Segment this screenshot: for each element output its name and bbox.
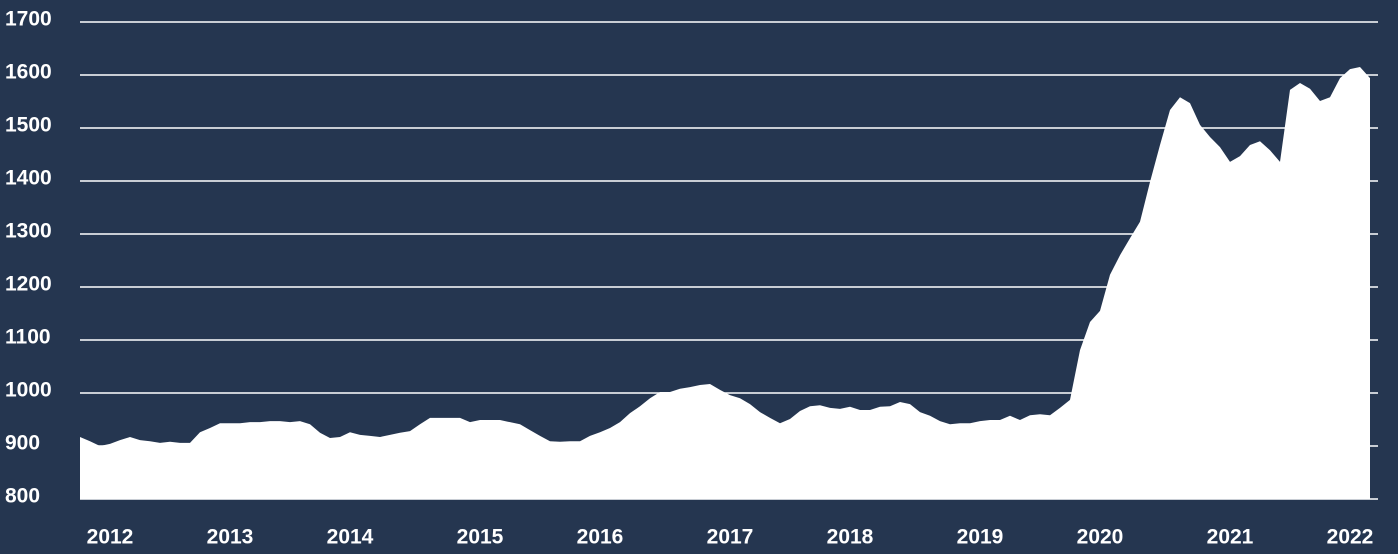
x-tick-label: 2021 [1207,526,1254,549]
x-tick-label: 2018 [827,526,874,549]
y-tick-label: 1100 [5,326,51,349]
y-tick-label: 1300 [5,220,52,243]
x-tick-label: 2014 [327,526,374,549]
y-tick-label: 1400 [5,167,52,190]
x-tick-label: 2019 [957,526,1004,549]
y-tick-label: 1000 [5,379,52,402]
x-tick-label: 2020 [1077,526,1124,549]
x-tick-label: 2012 [87,526,134,549]
y-tick-label: 1600 [5,61,52,84]
x-tick-label: 2013 [207,526,254,549]
y-tick-label: 800 [5,485,40,508]
x-tick-label: 2015 [457,526,504,549]
y-tick-label: 900 [5,432,40,455]
y-tick-label: 1700 [5,8,52,31]
y-tick-label: 1200 [5,273,52,296]
x-tick-label: 2016 [577,526,624,549]
area [80,67,1370,500]
x-tick-label: 2022 [1327,526,1374,549]
y-tick-label: 1500 [5,114,52,137]
x-tick-label: 2017 [707,526,754,549]
